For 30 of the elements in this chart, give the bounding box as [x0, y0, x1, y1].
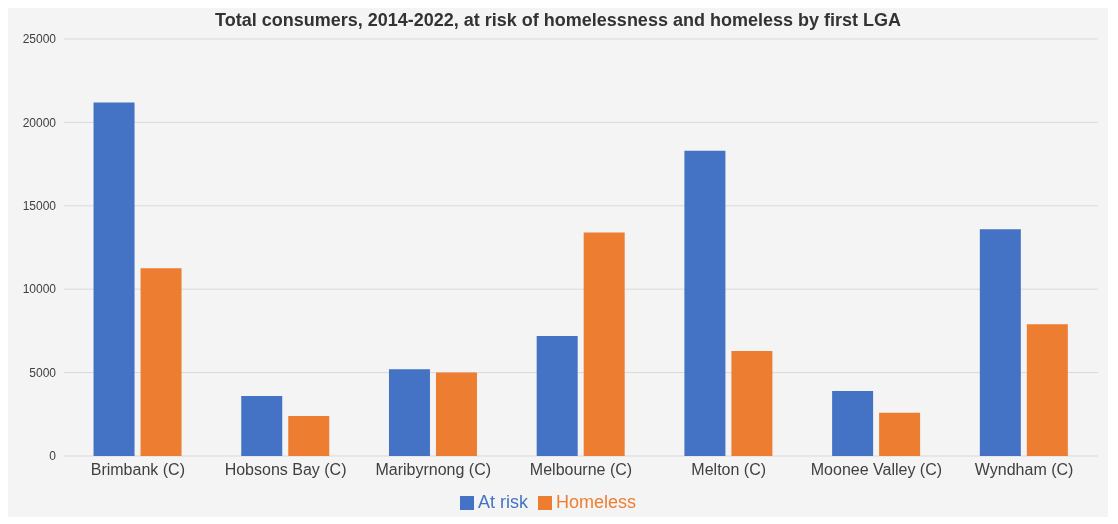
x-tick-label: Melbourne (C) — [529, 461, 633, 479]
x-tick-label: Melton (C) — [691, 461, 767, 479]
bar — [288, 415, 330, 456]
chart-title: Total consumers, 2014-2022, at risk of homelessness and homeless by first LGA — [214, 9, 902, 32]
x-tick-label: Wyndham (C) — [974, 461, 1074, 479]
legend-label: Homeless — [555, 492, 637, 512]
bar — [536, 335, 578, 456]
bar — [583, 232, 625, 456]
y-tick-label: 0 — [49, 449, 57, 464]
y-tick-label: 20000 — [22, 115, 57, 130]
x-tick-label: Brimbank (C) — [90, 461, 185, 479]
bar — [435, 372, 477, 456]
bar — [684, 150, 726, 456]
y-tick-label: 10000 — [22, 282, 57, 297]
bar — [832, 390, 874, 456]
bar — [731, 350, 773, 456]
bar — [241, 395, 283, 456]
y-tick-label: 5000 — [29, 365, 57, 380]
x-tick-label: Hobsons Bay (C) — [224, 461, 347, 479]
bar — [388, 369, 430, 456]
bar — [93, 102, 135, 456]
bar — [879, 412, 921, 456]
x-tick-label: Moonee Valley (C) — [810, 461, 943, 479]
bar — [140, 268, 182, 456]
bar — [979, 229, 1021, 456]
bar — [1026, 324, 1068, 456]
y-tick-label: 25000 — [22, 32, 57, 47]
x-tick-label: Maribyrnong (C) — [375, 461, 492, 479]
legend-label: At risk — [477, 492, 528, 512]
y-tick-label: 15000 — [22, 199, 57, 214]
